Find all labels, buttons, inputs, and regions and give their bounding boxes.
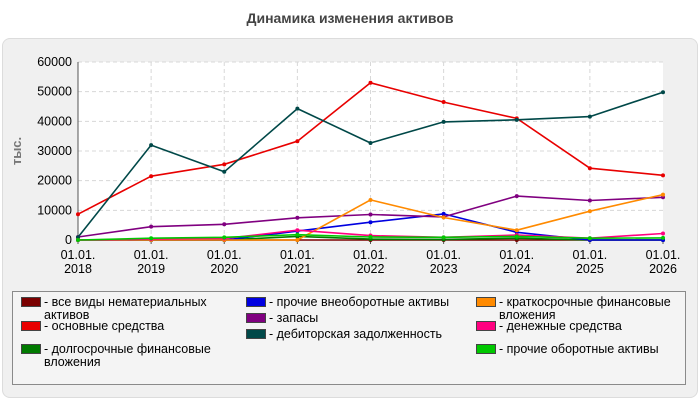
data-point-1-3 bbox=[295, 139, 300, 144]
legend-label: - запасы bbox=[269, 311, 319, 325]
x-tick-label-day: 01.01. bbox=[353, 248, 388, 262]
data-point-6-6 bbox=[514, 228, 519, 233]
x-tick-label-year: 2020 bbox=[210, 262, 238, 276]
x-tick-label-year: 2022 bbox=[357, 262, 385, 276]
data-point-8-7 bbox=[587, 236, 592, 241]
data-point-6-8 bbox=[661, 192, 665, 197]
chart-legend: - все виды нематериальных активов - основ… bbox=[12, 291, 686, 385]
x-tick-label-year: 2019 bbox=[137, 262, 165, 276]
chart-title: Динамика изменения активов bbox=[246, 10, 454, 26]
legend-label: - дебиторская задолженность bbox=[269, 327, 443, 341]
y-tick-label: 60000 bbox=[37, 55, 72, 69]
legend-label: - прочие оборотные активы bbox=[499, 342, 659, 356]
data-point-1-8 bbox=[661, 173, 665, 178]
data-point-4-2 bbox=[222, 222, 227, 227]
data-point-7-8 bbox=[661, 231, 665, 236]
legend-swatch bbox=[476, 344, 496, 354]
legend-label: - долгосрочные финансовые вложения bbox=[44, 342, 211, 369]
data-point-1-0 bbox=[76, 212, 80, 217]
data-point-5-6 bbox=[514, 117, 519, 122]
data-point-5-5 bbox=[441, 119, 446, 124]
data-point-1-7 bbox=[587, 166, 592, 171]
y-tick-label: 20000 bbox=[37, 174, 72, 188]
x-tick-label-day: 01.01. bbox=[61, 248, 96, 262]
data-point-8-1 bbox=[149, 236, 154, 241]
data-point-5-2 bbox=[222, 169, 227, 174]
y-tick-label: 40000 bbox=[37, 114, 72, 128]
y-axis-label: тыс. bbox=[9, 137, 24, 165]
x-tick-label-day: 01.01. bbox=[646, 248, 681, 262]
data-point-3-5 bbox=[441, 211, 446, 216]
data-point-4-1 bbox=[149, 224, 154, 229]
legend-swatch bbox=[246, 313, 266, 323]
data-point-4-4 bbox=[368, 212, 373, 217]
x-tick-label-day: 01.01. bbox=[207, 248, 242, 262]
data-point-8-2 bbox=[222, 235, 227, 240]
legend-label: - денежные средства bbox=[499, 319, 622, 333]
legend-label: - прочие внеоборотные активы bbox=[269, 295, 450, 309]
y-tick-label: 10000 bbox=[37, 203, 72, 217]
legend-swatch bbox=[21, 344, 41, 354]
x-tick-label-year: 2025 bbox=[576, 262, 604, 276]
data-point-8-3 bbox=[295, 232, 300, 237]
data-point-8-5 bbox=[441, 235, 446, 240]
x-tick-label-day: 01.01. bbox=[134, 248, 169, 262]
legend-swatch bbox=[21, 321, 41, 331]
y-tick-label: 30000 bbox=[37, 144, 72, 158]
data-point-5-3 bbox=[295, 106, 300, 111]
data-point-6-7 bbox=[587, 209, 592, 214]
x-tick-label-day: 01.01. bbox=[572, 248, 607, 262]
data-point-1-1 bbox=[149, 174, 154, 179]
data-point-4-3 bbox=[295, 215, 300, 220]
legend-swatch bbox=[476, 321, 496, 331]
x-tick-label-day: 01.01. bbox=[280, 248, 315, 262]
x-tick-label-year: 2018 bbox=[64, 262, 92, 276]
data-point-4-6 bbox=[514, 194, 519, 199]
data-point-6-4 bbox=[368, 197, 373, 202]
legend-label: - все виды нематериальных активов bbox=[44, 295, 207, 322]
data-point-6-3 bbox=[295, 238, 300, 242]
legend-swatch bbox=[246, 297, 266, 307]
legend-swatch bbox=[21, 297, 41, 307]
legend-label: - основные средства bbox=[44, 319, 165, 333]
legend-label: - краткосрочные финансовые вложения bbox=[499, 295, 671, 322]
data-point-5-7 bbox=[587, 114, 592, 119]
x-tick-label-day: 01.01. bbox=[499, 248, 534, 262]
data-point-6-5 bbox=[441, 215, 446, 220]
data-point-1-2 bbox=[222, 162, 227, 167]
data-point-5-8 bbox=[661, 90, 665, 95]
data-point-4-7 bbox=[587, 198, 592, 203]
data-point-8-6 bbox=[514, 234, 519, 239]
data-point-5-4 bbox=[368, 140, 373, 145]
data-point-8-0 bbox=[76, 238, 80, 242]
y-tick-label: 50000 bbox=[37, 85, 72, 99]
x-tick-label-year: 2021 bbox=[283, 262, 311, 276]
x-tick-label-year: 2024 bbox=[503, 262, 531, 276]
data-point-8-4 bbox=[368, 235, 373, 240]
x-tick-label-year: 2026 bbox=[649, 262, 677, 276]
x-tick-label-year: 2023 bbox=[430, 262, 458, 276]
legend-swatch bbox=[476, 297, 496, 307]
data-point-3-4 bbox=[368, 220, 373, 225]
x-tick-label-day: 01.01. bbox=[426, 248, 461, 262]
data-point-5-1 bbox=[149, 143, 154, 148]
data-point-1-5 bbox=[441, 100, 446, 105]
data-point-7-3 bbox=[295, 228, 300, 233]
data-point-8-8 bbox=[661, 235, 665, 240]
y-tick-label: 0 bbox=[65, 233, 72, 247]
data-point-1-4 bbox=[368, 80, 373, 85]
legend-swatch bbox=[246, 329, 266, 339]
